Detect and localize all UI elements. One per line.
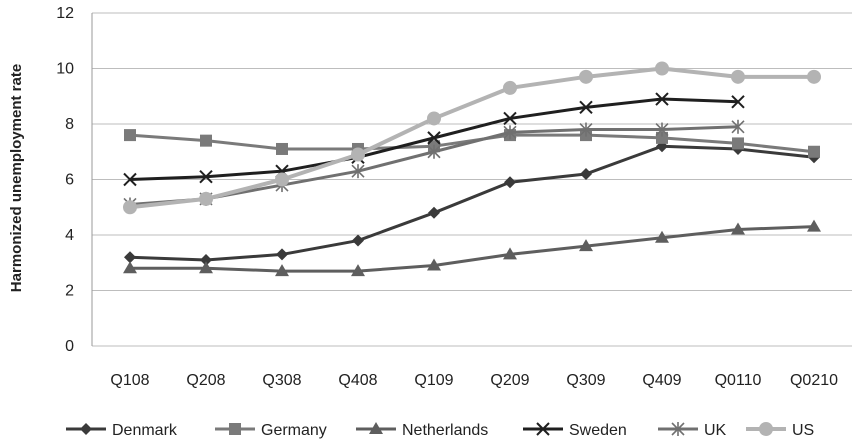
legend-item-uk: UK bbox=[658, 422, 727, 439]
data-point-sweden bbox=[655, 92, 669, 106]
y-tick-label: 0 bbox=[65, 338, 74, 355]
data-point-denmark bbox=[428, 206, 440, 219]
data-point-us bbox=[427, 111, 441, 126]
data-point-us bbox=[503, 80, 517, 95]
legend-label: UK bbox=[704, 422, 727, 439]
data-point-us bbox=[351, 147, 365, 162]
y-tick-label: 10 bbox=[56, 61, 74, 78]
legend-item-us: US bbox=[746, 422, 814, 439]
series-netherlands bbox=[123, 219, 821, 277]
data-point-denmark bbox=[200, 253, 212, 266]
legend-label: US bbox=[792, 422, 814, 439]
data-point-sweden bbox=[427, 131, 441, 145]
legend: Denmark Germany Netherlands Sweden UK US bbox=[66, 422, 814, 439]
legend-label: Denmark bbox=[112, 422, 178, 439]
data-point-netherlands bbox=[655, 230, 669, 243]
data-point-denmark bbox=[352, 234, 364, 247]
data-point-uk bbox=[655, 122, 669, 137]
legend-label: Sweden bbox=[569, 422, 627, 439]
x-tick-label: Q408 bbox=[338, 372, 377, 389]
series-denmark bbox=[124, 140, 820, 266]
data-point-netherlands bbox=[503, 247, 517, 260]
x-tick-label: Q109 bbox=[414, 372, 453, 389]
data-point-sweden bbox=[199, 170, 213, 184]
data-point-sweden bbox=[579, 100, 593, 115]
data-point-germany bbox=[732, 137, 744, 150]
legend-item-germany: Germany bbox=[215, 422, 327, 439]
data-point-uk bbox=[427, 144, 441, 159]
y-tick-label: 8 bbox=[65, 116, 74, 133]
legend-marker-sweden bbox=[536, 422, 550, 436]
x-tick-label: Q308 bbox=[262, 372, 301, 389]
data-point-germany bbox=[808, 145, 820, 158]
series-line-netherlands bbox=[130, 225, 815, 273]
data-point-us bbox=[123, 200, 137, 215]
x-tick-label: Q409 bbox=[642, 372, 681, 389]
y-axis-tick-labels: 0 2 4 6 8 10 12 bbox=[56, 5, 74, 355]
legend-marker-germany bbox=[229, 423, 241, 435]
gridlines bbox=[91, 12, 852, 347]
series-line-us bbox=[129, 66, 814, 210]
data-point-denmark bbox=[580, 167, 592, 180]
data-point-uk bbox=[731, 119, 745, 134]
data-point-uk bbox=[351, 164, 365, 179]
legend-marker-netherlands bbox=[369, 422, 383, 434]
data-point-uk bbox=[503, 125, 517, 140]
series-us bbox=[123, 61, 821, 215]
x-tick-label: Q209 bbox=[490, 372, 529, 389]
series-lines bbox=[123, 61, 821, 277]
data-point-us bbox=[579, 69, 593, 84]
data-point-netherlands bbox=[731, 222, 745, 235]
series-sweden bbox=[123, 92, 745, 187]
legend-item-netherlands: Netherlands bbox=[356, 422, 488, 439]
legend-label: Germany bbox=[261, 422, 327, 439]
data-point-germany bbox=[656, 131, 668, 144]
data-point-netherlands bbox=[427, 258, 441, 271]
data-point-denmark bbox=[124, 251, 136, 264]
legend-marker-denmark bbox=[80, 423, 92, 435]
series-line-denmark bbox=[129, 144, 815, 262]
data-point-us bbox=[655, 61, 669, 76]
x-tick-label: Q108 bbox=[110, 372, 149, 389]
legend-label: Netherlands bbox=[402, 422, 488, 439]
data-point-us bbox=[731, 69, 745, 84]
data-point-netherlands bbox=[351, 264, 365, 277]
data-point-netherlands bbox=[199, 261, 213, 274]
legend-marker-us bbox=[759, 422, 773, 436]
legend-marker-uk bbox=[671, 422, 685, 436]
data-point-netherlands bbox=[123, 261, 137, 274]
data-point-netherlands bbox=[275, 264, 289, 277]
data-point-germany bbox=[124, 129, 136, 142]
y-tick-label: 2 bbox=[65, 283, 74, 300]
x-axis-tick-labels: Q108 Q208 Q308 Q408 Q109 Q209 Q309 Q409 Q0110 Q02… bbox=[110, 372, 838, 389]
data-point-netherlands bbox=[807, 219, 821, 232]
data-point-germany bbox=[200, 134, 212, 147]
x-tick-label: Q0210 bbox=[790, 372, 838, 389]
data-point-sweden bbox=[731, 95, 745, 109]
data-point-netherlands bbox=[579, 239, 593, 252]
x-tick-label: Q309 bbox=[566, 372, 605, 389]
x-tick-label: Q208 bbox=[186, 372, 225, 389]
data-point-us bbox=[807, 69, 821, 84]
data-point-us bbox=[275, 172, 289, 187]
y-tick-label: 12 bbox=[56, 5, 74, 22]
x-tick-label: Q0110 bbox=[715, 372, 762, 389]
data-point-sweden bbox=[503, 111, 517, 126]
legend-item-denmark: Denmark bbox=[66, 422, 178, 439]
data-point-uk bbox=[579, 122, 593, 137]
data-point-denmark bbox=[504, 176, 516, 189]
data-point-sweden bbox=[123, 172, 137, 187]
data-point-denmark bbox=[276, 248, 288, 261]
y-tick-label: 4 bbox=[65, 227, 74, 244]
y-axis-title: Harmonized unemployment rate bbox=[8, 64, 25, 292]
y-tick-label: 6 bbox=[65, 172, 74, 189]
data-point-us bbox=[199, 191, 213, 206]
data-point-germany bbox=[276, 142, 288, 155]
legend-item-sweden: Sweden bbox=[523, 422, 627, 439]
